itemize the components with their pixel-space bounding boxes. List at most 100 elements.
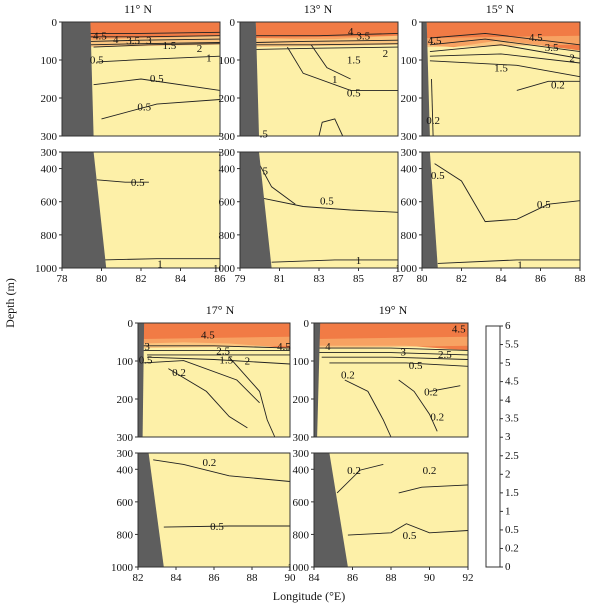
colorbar-frame (485, 325, 501, 568)
contour-line (398, 484, 469, 494)
contour-label: 0.5 (347, 88, 361, 100)
contour-line (90, 31, 221, 34)
panel-3: 15° N4.5 4.53.521.50.20.201002003000.50.5… (395, 2, 586, 285)
contour-line (101, 99, 221, 120)
contour-label: 0.2 (347, 465, 361, 477)
contour-label: 0.5 (210, 521, 224, 533)
contour-label: 4.5 (277, 341, 291, 353)
x-tick-label: 84 (175, 273, 187, 285)
y-tick-label: 0 (412, 17, 418, 29)
y-tick-label: 1000 (111, 562, 134, 574)
colorbar: 0 0.2 0.5 1 1.5 2 2.5 3 3.5 4 4.5 5 5.5 6 (485, 320, 519, 573)
plot-background (422, 152, 580, 268)
contour-label: 0.5 (320, 196, 334, 208)
x-tick-label: 82 (136, 273, 147, 285)
contour-label: 4.5 (93, 31, 107, 43)
colorbar-tick-label: 5.5 (505, 339, 519, 351)
contour-label: 3.5 (545, 42, 559, 54)
contour-label: 5 (263, 166, 269, 178)
contour-line (318, 118, 344, 137)
land-mask (314, 323, 321, 437)
upper-subplot: 4.5 4 3 2.5 0.5 0.2 0.2 0.2 0 100 200 300 (293, 318, 469, 444)
land-mask (138, 453, 164, 567)
contour-line (103, 258, 220, 261)
land-mask (314, 453, 348, 567)
contour-label: 4 (348, 26, 354, 38)
y-tick-label: 600 (219, 197, 236, 209)
contour-line (516, 80, 580, 91)
contour-label: 3.5 (356, 31, 370, 43)
contour-label: 0.5 (403, 530, 417, 542)
contour-label: 4.5 (529, 32, 543, 44)
contour-line (310, 44, 351, 80)
x-tick-label: 79 (235, 273, 247, 285)
panel-title: 15° N (486, 2, 515, 16)
contour-label: 3 (401, 347, 407, 359)
lower-subplot: 0.2 0.5 300 400 600 800 1000 (111, 448, 291, 574)
x-tick-label: 86 (535, 273, 547, 285)
contour-label: 2.5 (216, 345, 230, 357)
contour-line (429, 44, 581, 59)
land-mask (422, 22, 430, 136)
contour-line (429, 32, 581, 46)
contour-label: 2.5 (438, 349, 452, 361)
y-tick-label: 0 (304, 318, 310, 330)
y-tick-label: 400 (219, 164, 236, 176)
x-tick-label: 88 (575, 273, 587, 285)
y-tick-label: 300 (401, 147, 418, 159)
contour-label: 0.2 (341, 369, 355, 381)
contour-label: 1.5 (219, 355, 233, 367)
y-tick-label: 200 (293, 394, 310, 406)
x-tick-label: 86 (209, 572, 221, 584)
y-tick-label: 100 (219, 55, 236, 67)
lower-subplot: 0.5 0.5 1 300 400 600 800 1000 (395, 147, 581, 275)
panel-2: 13° N 4 3.5 1.5 2 1 0.5 .5 0 100 200 300 5 0.5 1 300 400… (213, 2, 404, 285)
y-tick-label: 200 (41, 93, 58, 105)
land-mask (240, 22, 259, 136)
contour-line (255, 39, 399, 43)
upper-subplot: 4.5 4 3.5 3 1.5 2 0.5 1 0.5 0.5 0 100 200 300 (41, 17, 221, 143)
contour-line (228, 356, 276, 438)
surface-warm-layer (90, 22, 221, 41)
contour-line (153, 459, 291, 482)
contour-label: 0.5 (131, 177, 145, 189)
plot-frame (137, 322, 291, 438)
contour-line (142, 345, 291, 349)
colorbar-tick-label: 3.5 (505, 413, 519, 425)
contour-label: 0.5 (139, 355, 153, 367)
contour-line (329, 362, 469, 367)
y-tick-label: 600 (293, 497, 310, 509)
x-tick-label: 84 (309, 572, 321, 584)
x-tick-label: 85 (353, 273, 365, 285)
colorbar-tick-label: 6 (505, 320, 511, 332)
y-tick-label: 1000 (35, 263, 58, 275)
land-mask (422, 152, 438, 268)
x-tick-label: 86 (347, 572, 359, 584)
contour-line (431, 78, 434, 137)
panels-group: 11° N4.5 4 3.5 3 1.5 20.5 10.50.501002003000.5… (35, 2, 586, 584)
contour-line (258, 163, 296, 205)
contour-label: .5 (260, 129, 269, 141)
colorbar-tick-label: 5 (505, 357, 511, 369)
contour-line (317, 352, 469, 356)
contour-line (429, 60, 581, 78)
y-tick-label: 600 (41, 197, 58, 209)
lower-subplot: 5 0.5 1 300 400 600 800 1000 (213, 147, 399, 275)
x-tick-label: 82 (133, 572, 144, 584)
contour-line (336, 463, 384, 494)
y-tick-label: 100 (401, 55, 418, 67)
contour-label: 1 (332, 74, 338, 86)
plot-frame (61, 21, 221, 137)
y-tick-label: 300 (117, 432, 134, 444)
plot-frame (421, 21, 581, 137)
y-tick-label: 800 (293, 529, 310, 541)
contour-label: 2 (383, 48, 389, 60)
y-tick-label: 300 (219, 147, 236, 159)
y-tick-label: 800 (401, 230, 418, 242)
colorbar-tick-label: 0 (505, 561, 511, 573)
contour-label: 0.2 (172, 367, 186, 379)
panel-title: 13° N (304, 2, 333, 16)
contour-label: 0.2 (424, 386, 438, 398)
x-tick-label: 86 (215, 273, 227, 285)
